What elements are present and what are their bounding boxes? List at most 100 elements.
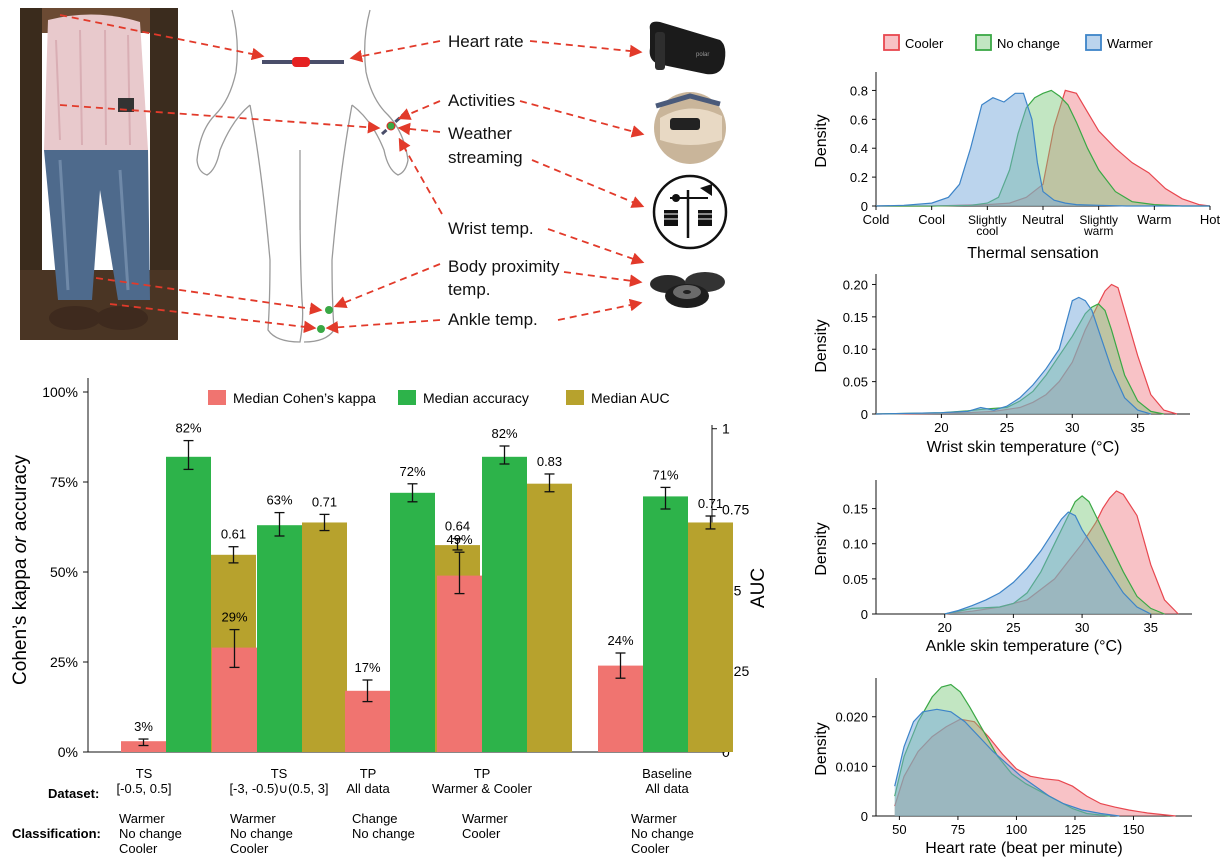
y-tick-label: 0.4 xyxy=(850,141,868,156)
bar-kappa xyxy=(437,575,482,752)
y-tick-label: 0.05 xyxy=(843,375,868,390)
body-proximity-sensor-marker xyxy=(325,306,333,314)
x-tick-label: 35 xyxy=(1144,620,1158,635)
bar-kappa-value-label: 49% xyxy=(446,532,472,547)
legend-label: Median AUC xyxy=(591,390,670,406)
bar-kappa-value-label: 17% xyxy=(354,660,380,675)
arrow-photo-to-body xyxy=(95,277,323,315)
density-legend-label: No change xyxy=(997,36,1060,51)
y-tick-label: 0.10 xyxy=(843,342,868,357)
wrist-temp-label: Wrist temp. xyxy=(448,219,534,238)
connector-arrows xyxy=(59,14,645,334)
x-tick-label: Cold xyxy=(863,212,890,227)
legend-swatch xyxy=(398,390,416,405)
bar-accuracy xyxy=(166,456,211,752)
bar-auc xyxy=(688,522,733,752)
body-proximity-label-line1: Body proximity xyxy=(448,257,560,276)
x-tick-label: 30 xyxy=(1065,420,1079,435)
bar-kappa-value-label: 29% xyxy=(221,610,247,625)
density-legend-swatch xyxy=(975,34,992,51)
dataset-label: [-3, -0.5)∪(0.5, 3] xyxy=(229,781,328,796)
density-line-warmer xyxy=(944,511,1152,615)
classification-label: Warmer xyxy=(119,811,165,826)
arrow-heartrate-to-device xyxy=(529,40,643,58)
bar-accuracy xyxy=(390,492,435,752)
x-tick-label: 125 xyxy=(1064,822,1086,837)
classification-label: No change xyxy=(119,826,182,841)
right-axis-label: AUC xyxy=(748,568,769,608)
bar-auc-value-label: 0.64 xyxy=(445,519,470,534)
heart-rate-label: Heart rate xyxy=(448,32,524,51)
left-axis-tick-label: 25% xyxy=(50,654,78,670)
chest-strap-marker xyxy=(262,57,344,67)
classification-label: No change xyxy=(631,826,694,841)
classification-label: Warmer xyxy=(230,811,276,826)
y-axis-label: Density xyxy=(813,522,830,575)
left-axis-tick-label: 0% xyxy=(58,744,78,760)
bar-auc-value-label: 0.71 xyxy=(312,494,337,509)
y-axis-label: Density xyxy=(813,319,830,372)
bar-accuracy-value-label: 72% xyxy=(399,464,425,479)
weather-label-line2: streaming xyxy=(448,148,523,167)
y-tick-label: 0 xyxy=(861,407,868,422)
density-line-warmer xyxy=(875,296,1151,415)
x-axis-label: Heart rate (beat per minute) xyxy=(925,840,1122,857)
arrow-body-to-marker xyxy=(333,263,441,309)
arrow-activities-to-photo xyxy=(519,100,645,138)
x-tick-label: 30 xyxy=(1075,620,1089,635)
bar-accuracy-value-label: 82% xyxy=(491,426,517,441)
y-tick-label: 0 xyxy=(861,199,868,214)
bar-accuracy xyxy=(482,456,527,752)
density-area-cooler xyxy=(944,491,1179,614)
left-axis-tick-label: 50% xyxy=(50,564,78,580)
weather-label-line1: Weather xyxy=(448,124,512,143)
y-tick-label: 0.2 xyxy=(850,170,868,185)
classification-label: Warmer xyxy=(631,811,677,826)
classification-label: No change xyxy=(230,826,293,841)
density-area-warmer xyxy=(876,297,1151,414)
y-tick-label: 0 xyxy=(861,607,868,622)
dataset-label: All data xyxy=(645,781,689,796)
y-tick-label: 0.010 xyxy=(835,759,868,774)
left-axis-label-part: Cohen’s kappa xyxy=(10,553,31,685)
body-outline-icon xyxy=(196,9,409,343)
arrow-ankle-to-marker xyxy=(325,319,441,334)
arrow-wristtemp-to-sensor xyxy=(547,228,645,265)
classification-label: Warmer xyxy=(462,811,508,826)
chest-strap-icon: polar xyxy=(649,21,726,75)
x-tick-label: Warm xyxy=(1137,212,1171,227)
density-line-warmer xyxy=(875,92,1210,207)
classification-row-label: Classification: xyxy=(12,826,101,841)
svg-text:polar: polar xyxy=(696,52,709,58)
legend-swatch xyxy=(566,390,584,405)
density-legend-swatch xyxy=(1085,34,1102,51)
x-tick-label: Cool xyxy=(918,212,945,227)
x-tick-label: 100 xyxy=(1006,822,1028,837)
bar-kappa-value-label: 3% xyxy=(134,719,153,734)
bar-accuracy-value-label: 82% xyxy=(175,421,201,436)
x-tick-label: warm xyxy=(1083,224,1113,238)
x-tick-label: 25 xyxy=(1006,620,1020,635)
dataset-label: Warmer & Cooler xyxy=(432,781,533,796)
x-tick-label: 50 xyxy=(892,822,906,837)
y-tick-label: 0.10 xyxy=(843,537,868,552)
arrow-body-to-sensor xyxy=(563,271,643,287)
classification-label: Change xyxy=(352,811,398,826)
left-axis-label-part: accuracy xyxy=(10,455,31,537)
dataset-label: [-0.5, 0.5] xyxy=(117,781,172,796)
wrist-activity-photo xyxy=(654,92,726,164)
density-legend-label: Cooler xyxy=(905,36,944,51)
bar-auc-value-label: 0.61 xyxy=(221,527,246,542)
bar-kappa xyxy=(598,665,643,752)
y-tick-label: 0.8 xyxy=(850,83,868,98)
x-tick-label: 75 xyxy=(951,822,965,837)
x-tick-label: 25 xyxy=(1000,420,1014,435)
bar-auc xyxy=(527,483,572,752)
classification-label: Cooler xyxy=(119,841,158,856)
dataset-label: TP xyxy=(474,766,491,781)
bar-accuracy-value-label: 71% xyxy=(652,467,678,482)
x-tick-label: 150 xyxy=(1123,822,1145,837)
arrow-heartrate-to-strap xyxy=(349,40,441,63)
density-area-no-change xyxy=(876,90,1210,206)
